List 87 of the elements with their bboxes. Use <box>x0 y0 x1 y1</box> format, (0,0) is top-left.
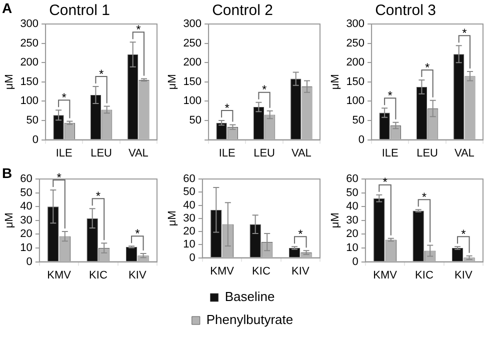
annotation: * <box>461 226 466 241</box>
y-tick-label: 0 <box>358 134 365 146</box>
legend-label: Baseline <box>224 289 275 304</box>
y-axis-title: μM <box>330 74 342 90</box>
y-tick-label: 20 <box>346 228 358 240</box>
x-tick-label: VAL <box>291 147 312 160</box>
x-tick-label: KIC <box>89 269 108 282</box>
annotation: * <box>136 22 142 36</box>
annotation: * <box>388 88 393 102</box>
chart-title: Control 3 <box>375 2 436 20</box>
x-tick-label: KMV <box>210 265 235 278</box>
x-tick-label: KIC <box>415 269 434 282</box>
text: A <box>2 0 12 16</box>
y-tick-label: 50 <box>352 114 365 127</box>
y-tick-label: 300 <box>183 18 202 30</box>
y-tick-label: 50 <box>26 114 39 127</box>
y-tick-label: 40 <box>20 200 32 213</box>
y-tick-label: 150 <box>20 76 39 88</box>
y-tick-label: 0 <box>32 134 39 146</box>
y-axis-title: μM <box>4 212 16 228</box>
y-tick-label: 30 <box>20 214 32 226</box>
y-tick-label: 150 <box>346 76 365 88</box>
y-tick-label: 20 <box>20 228 32 240</box>
annotation: * <box>424 60 430 74</box>
x-tick-label: ILE <box>56 147 72 160</box>
y-tick-label: 200 <box>20 56 39 69</box>
legend-label: Phenylbutyrate <box>206 312 294 328</box>
annotation: * <box>96 188 101 203</box>
y-tick-label: 50 <box>346 186 358 199</box>
annotation: * <box>56 170 62 184</box>
y-tick-label: 300 <box>346 18 365 30</box>
y-tick-label: 30 <box>346 214 358 226</box>
y-tick-label: 60 <box>183 173 196 186</box>
y-tick-label: 50 <box>189 114 202 127</box>
y-tick-label: 0 <box>26 256 32 268</box>
x-tick-label: ILE <box>218 147 236 160</box>
y-tick-label: 300 <box>20 18 39 30</box>
x-tick-label: KIV <box>128 269 147 282</box>
y-axis-title: μM <box>166 74 179 90</box>
y-tick-label: 40 <box>183 199 196 212</box>
chart-title: Control 1 <box>49 2 110 20</box>
y-tick-label: 60 <box>346 173 358 186</box>
y-tick-label: 40 <box>346 200 358 213</box>
y-tick-label: 30 <box>183 212 196 224</box>
y-tick-label: 150 <box>183 76 202 88</box>
y-tick-label: 0 <box>189 252 196 264</box>
annotation: * <box>462 26 468 40</box>
y-tick-label: 250 <box>20 37 39 50</box>
y-axis-title: μM <box>166 210 179 226</box>
y-tick-label: 50 <box>183 186 196 198</box>
y-axis-title: μM <box>330 212 342 228</box>
y-tick-label: 250 <box>183 37 202 50</box>
y-tick-label: 200 <box>183 56 202 69</box>
x-tick-label: VAL <box>454 147 474 160</box>
annotation: * <box>382 175 388 190</box>
y-tick-label: 60 <box>20 173 32 186</box>
annotation: * <box>422 190 427 204</box>
y-axis-title: μM <box>4 74 16 90</box>
annotation: * <box>298 226 304 241</box>
text: B <box>2 164 12 181</box>
y-tick-label: 250 <box>346 37 365 50</box>
x-tick-label: KMV <box>373 269 398 282</box>
y-tick-label: 20 <box>183 226 196 238</box>
y-tick-label: 100 <box>20 95 39 108</box>
y-tick-label: 10 <box>346 242 358 254</box>
x-tick-label: KIV <box>292 265 310 278</box>
x-tick-label: VAL <box>128 147 148 160</box>
x-tick-label: KMV <box>47 269 72 282</box>
x-tick-label: LEU <box>90 147 112 160</box>
annotation: * <box>62 90 67 104</box>
y-tick-label: 200 <box>346 56 365 69</box>
annotation: * <box>224 100 230 115</box>
x-tick-label: KIV <box>454 269 473 282</box>
chart-title: Control 2 <box>212 2 273 20</box>
y-tick-label: 10 <box>183 238 196 251</box>
y-tick-label: 0 <box>352 256 358 268</box>
annotation: * <box>262 82 267 97</box>
annotation: * <box>98 66 104 81</box>
x-tick-label: ILE <box>382 147 398 160</box>
x-tick-label: LEU <box>416 147 438 160</box>
annotation: * <box>135 226 140 240</box>
x-tick-label: LEU <box>254 147 276 160</box>
y-tick-label: 100 <box>183 95 202 108</box>
y-tick-label: 100 <box>346 95 365 108</box>
x-tick-label: KIC <box>252 265 270 278</box>
y-tick-label: 50 <box>20 186 32 199</box>
y-tick-label: 10 <box>20 242 32 254</box>
